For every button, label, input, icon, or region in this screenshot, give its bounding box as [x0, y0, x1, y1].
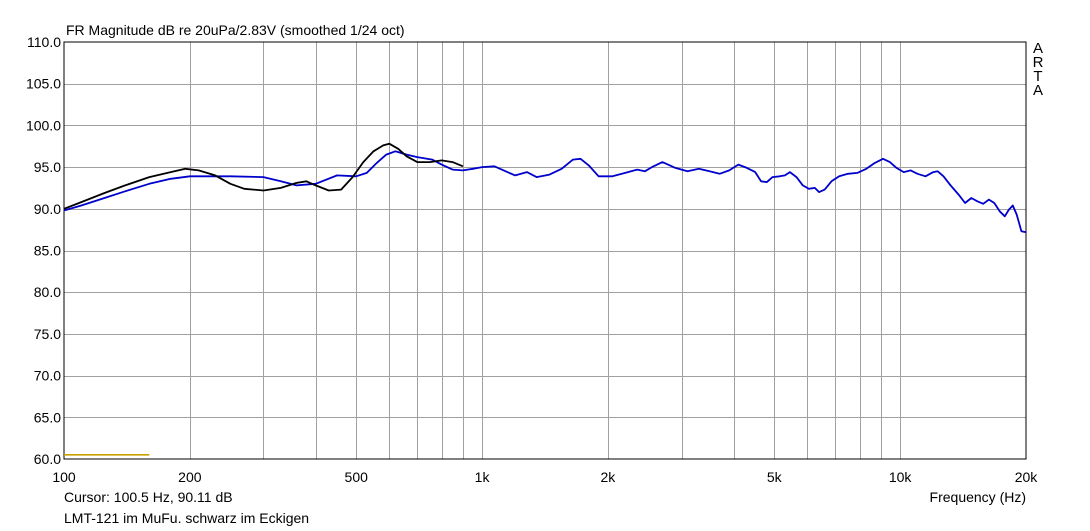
y-tick-label: 110.0: [27, 34, 61, 50]
x-tick-label: 5k: [767, 469, 783, 485]
x-tick-label: 500: [345, 469, 369, 485]
caption: LMT-121 im MuFu. schwarz im Eckigen: [64, 510, 310, 526]
arta-letter: R: [1032, 54, 1044, 71]
y-tick-label: 100.0: [26, 117, 61, 133]
arta-side-label: A R T A: [1031, 40, 1045, 99]
plot-frame: [63, 41, 1027, 460]
x-tick-label: 20k: [1015, 469, 1039, 485]
y-tick-label: 65.0: [34, 409, 61, 425]
x-axis-ticks: 100 200 500 1k 2k 5k 10k 20k: [52, 469, 1038, 485]
x-tick-label: 100: [52, 469, 76, 485]
x-tick-label: 2k: [601, 469, 617, 485]
y-tick-label: 90.0: [34, 201, 61, 217]
series-line-black: [63, 142, 464, 210]
y-tick-label: 75.0: [34, 326, 61, 342]
arta-letter: T: [1033, 68, 1043, 85]
y-tick-label: 70.0: [34, 368, 61, 384]
series-group: [63, 142, 1027, 234]
y-tick-label: 105.0: [26, 76, 61, 92]
y-axis-ticks: 60.0 65.0 70.0 75.0 80.0 85.0 90.0 95.0 100.0 105…: [26, 34, 61, 467]
x-tick-label: 10k: [889, 469, 913, 485]
x-tick-label: 1k: [475, 469, 491, 485]
cursor-readout: Cursor: 100.5 Hz, 90.11 dB: [64, 489, 233, 505]
x-tick-label: 200: [178, 469, 202, 485]
y-tick-label: 60.0: [34, 451, 61, 467]
y-tick-label: 95.0: [34, 159, 61, 175]
chart-title: FR Magnitude dB re 20uPa/2.83V (smoothed…: [66, 22, 405, 38]
arta-letter: A: [1032, 82, 1043, 99]
grid: [64, 42, 1026, 459]
y-tick-label: 85.0: [34, 243, 61, 259]
arta-letter: A: [1032, 40, 1043, 57]
x-axis-label: Frequency (Hz): [929, 489, 1026, 505]
y-tick-label: 80.0: [34, 284, 61, 300]
series-line-blue: [63, 150, 1027, 234]
